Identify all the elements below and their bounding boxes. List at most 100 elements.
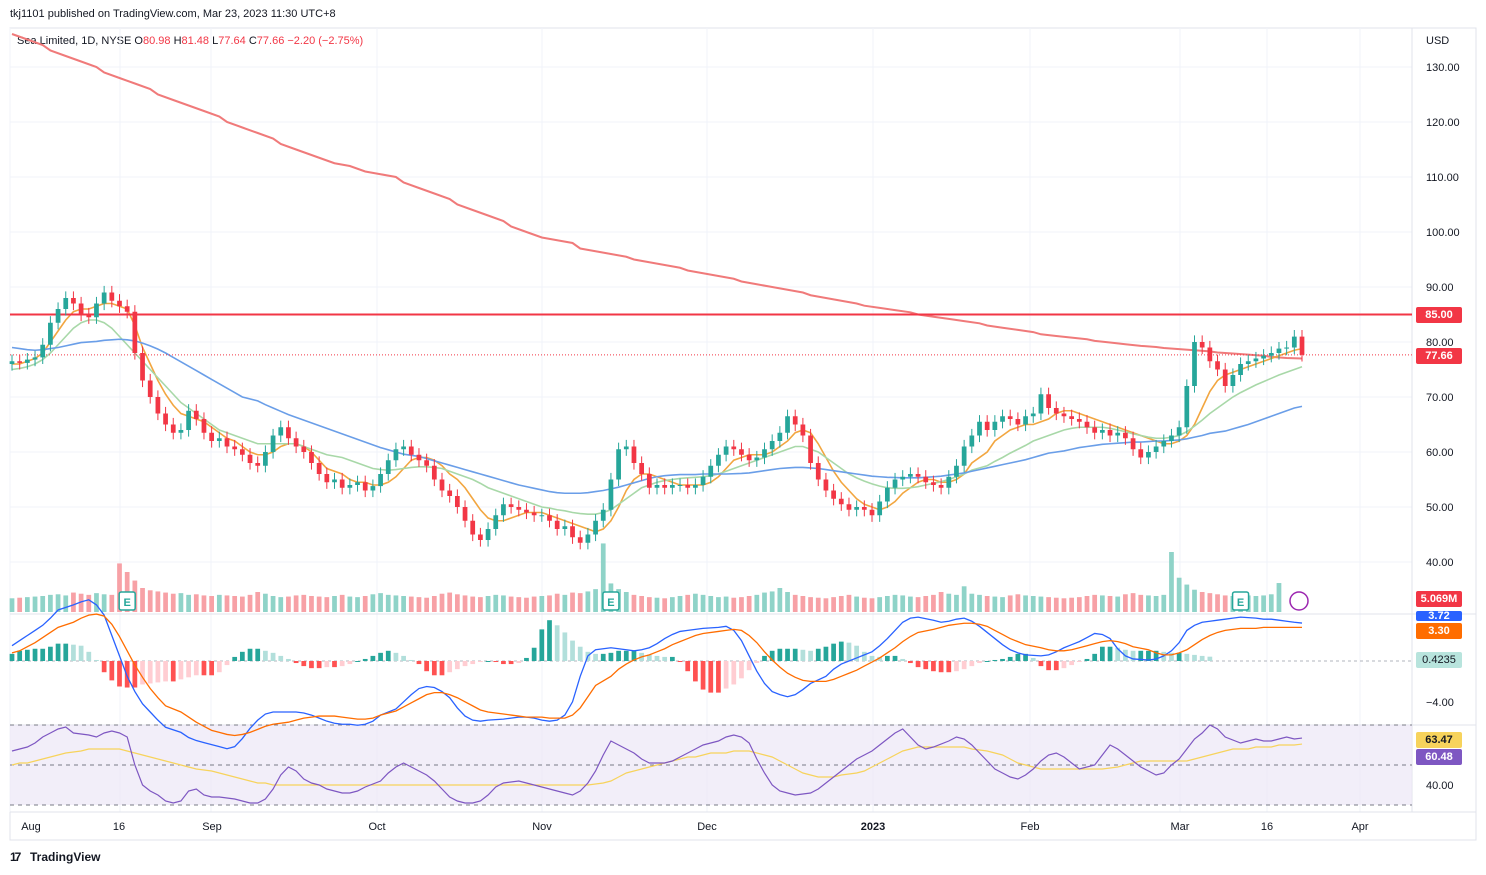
macd-histogram-bar (347, 661, 353, 665)
candle-body (63, 298, 69, 309)
earnings-marker-label: E (1237, 597, 1244, 609)
volume-bar (178, 593, 184, 612)
volume-bar (1176, 577, 1182, 612)
macd-histogram-bar (209, 661, 215, 676)
candle-body (186, 410, 191, 430)
candle-body (992, 421, 998, 430)
macd-histogram-bar (178, 661, 184, 680)
volume-bar (40, 596, 46, 612)
candle-body (900, 476, 906, 480)
volume-bar (938, 592, 944, 612)
volume-bar (585, 591, 591, 612)
macd-histogram-bar (785, 648, 790, 661)
candle-body (639, 463, 645, 474)
candle-body (915, 474, 921, 477)
macd-histogram-bar (132, 661, 138, 688)
volume-bar (754, 594, 760, 612)
candle-body (677, 485, 683, 486)
macd-histogram-bar (1107, 646, 1113, 661)
macd-histogram-bar (669, 656, 675, 661)
volume-bar (286, 596, 291, 612)
candle-body (224, 438, 230, 447)
macd-histogram-bar (1015, 653, 1021, 661)
candle-body (623, 446, 629, 450)
candle-body (1245, 361, 1251, 364)
macd-histogram-bar (823, 646, 829, 661)
axes: USD 130.00 120.00 110.00 100.00 90.00 80.00 70.… (21, 35, 1459, 833)
lightning-icon (1289, 591, 1309, 611)
macd-histogram-bar (109, 661, 115, 681)
macd-histogram-bar (808, 650, 813, 661)
macd-line-label: 3.72 (1416, 611, 1462, 621)
candle-body (685, 485, 691, 488)
volume-bar (516, 597, 522, 612)
volume-bar (808, 597, 813, 612)
macd-histogram-bar (431, 661, 437, 676)
candle-body (547, 515, 552, 521)
volume-bar (1000, 597, 1005, 612)
candle-body (1161, 441, 1167, 447)
candle-body (147, 380, 153, 397)
candle-body (209, 432, 215, 441)
candle-body (815, 463, 821, 480)
volume-bar (631, 594, 637, 612)
candle-body (838, 498, 844, 505)
macd-histogram-bar (201, 661, 207, 676)
macd-histogram-label: 0.4235 (1416, 652, 1462, 668)
volume-bar (355, 597, 360, 612)
candle-body (1268, 353, 1274, 356)
macd-histogram-bar (216, 661, 222, 673)
macd-histogram-bar (1153, 650, 1159, 661)
indicator-panes (9, 599, 1412, 806)
macd-histogram-bar (846, 642, 852, 661)
volume-bar (1099, 595, 1105, 612)
candle-body (792, 416, 798, 425)
volume-bar (954, 594, 959, 612)
volume-bar (1007, 595, 1013, 612)
candle-body (1000, 416, 1005, 422)
volume-bar (969, 593, 975, 612)
macd-histogram-bar (608, 652, 614, 661)
macd-histogram-bar (278, 655, 284, 661)
volume-bar (140, 588, 145, 612)
volume-bar (324, 597, 330, 612)
volume-bar (662, 598, 668, 612)
macd-histogram-bar (401, 655, 406, 661)
volume-bar (370, 594, 376, 612)
macd-histogram-bar (616, 650, 621, 661)
candle-body (339, 479, 345, 488)
macd-histogram-bar (831, 643, 836, 661)
macd-histogram-bar (762, 655, 767, 661)
price-tick-label: 100.00 (1426, 227, 1460, 239)
candle-body (270, 435, 276, 452)
volume-bar (562, 594, 568, 612)
macd-histogram-bar (224, 661, 230, 666)
high-label: H (173, 35, 182, 47)
macd-histogram-bar (1061, 661, 1067, 669)
volume-bar (908, 596, 913, 612)
candle-body (431, 465, 437, 480)
tradingview-logo[interactable]: 17 TradingView (10, 850, 100, 864)
macd-tick-label: −4.00 (1426, 697, 1454, 709)
candle-body (608, 479, 614, 510)
candle-body (769, 441, 775, 450)
candle-body (1046, 394, 1051, 408)
candle-body (531, 512, 537, 516)
macd-histogram-bar (892, 655, 898, 661)
candle-body (616, 449, 621, 480)
macd-histogram-bar (247, 648, 253, 661)
volume-bar (270, 596, 276, 612)
candle-body (524, 509, 529, 513)
macd-histogram-bar (485, 661, 491, 662)
candle-body (247, 454, 253, 463)
candle-body (201, 419, 207, 433)
macd-histogram-bar (654, 655, 660, 661)
candle-body (109, 292, 115, 301)
volume-bar (347, 596, 353, 612)
ma-8-line (12, 302, 1303, 533)
candle-body (1123, 432, 1128, 439)
rsi-ma-label: 60.48 (1416, 749, 1462, 765)
macd-histogram-bar (938, 661, 944, 673)
macd-histogram-bar (769, 650, 775, 661)
